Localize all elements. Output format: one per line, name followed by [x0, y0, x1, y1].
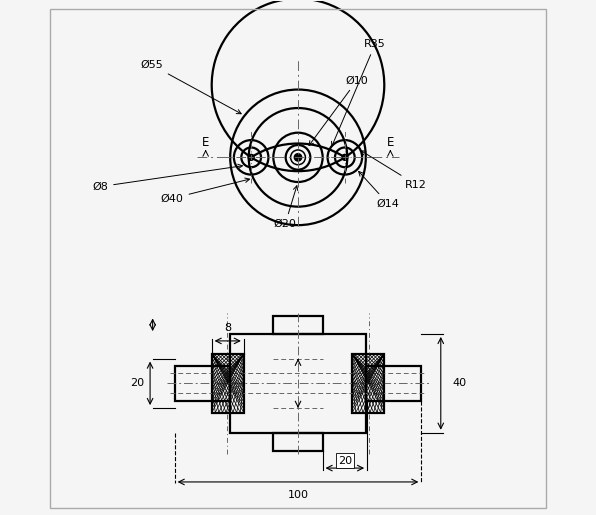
Text: E: E — [387, 136, 394, 149]
Bar — [212, 354, 244, 413]
Bar — [274, 433, 322, 451]
Text: Ø55: Ø55 — [140, 60, 241, 114]
Bar — [230, 334, 366, 433]
Bar — [274, 316, 322, 334]
Bar — [175, 366, 230, 401]
Circle shape — [248, 154, 254, 160]
Text: 20: 20 — [130, 379, 144, 388]
Text: Ø14: Ø14 — [359, 171, 399, 209]
Text: E: E — [202, 136, 209, 149]
Bar — [366, 366, 421, 401]
Text: Ø8: Ø8 — [92, 164, 243, 192]
Circle shape — [294, 153, 302, 161]
Text: R35: R35 — [331, 39, 386, 146]
Text: 8: 8 — [224, 323, 231, 333]
Text: Ø20: Ø20 — [274, 186, 298, 229]
Text: Ø10: Ø10 — [309, 75, 368, 146]
Bar — [352, 354, 384, 413]
Circle shape — [342, 154, 348, 160]
Text: R12: R12 — [361, 151, 427, 190]
Text: 40: 40 — [452, 379, 466, 388]
Text: 100: 100 — [287, 490, 309, 500]
Text: 20: 20 — [338, 455, 352, 466]
Text: Ø40: Ø40 — [161, 178, 250, 203]
